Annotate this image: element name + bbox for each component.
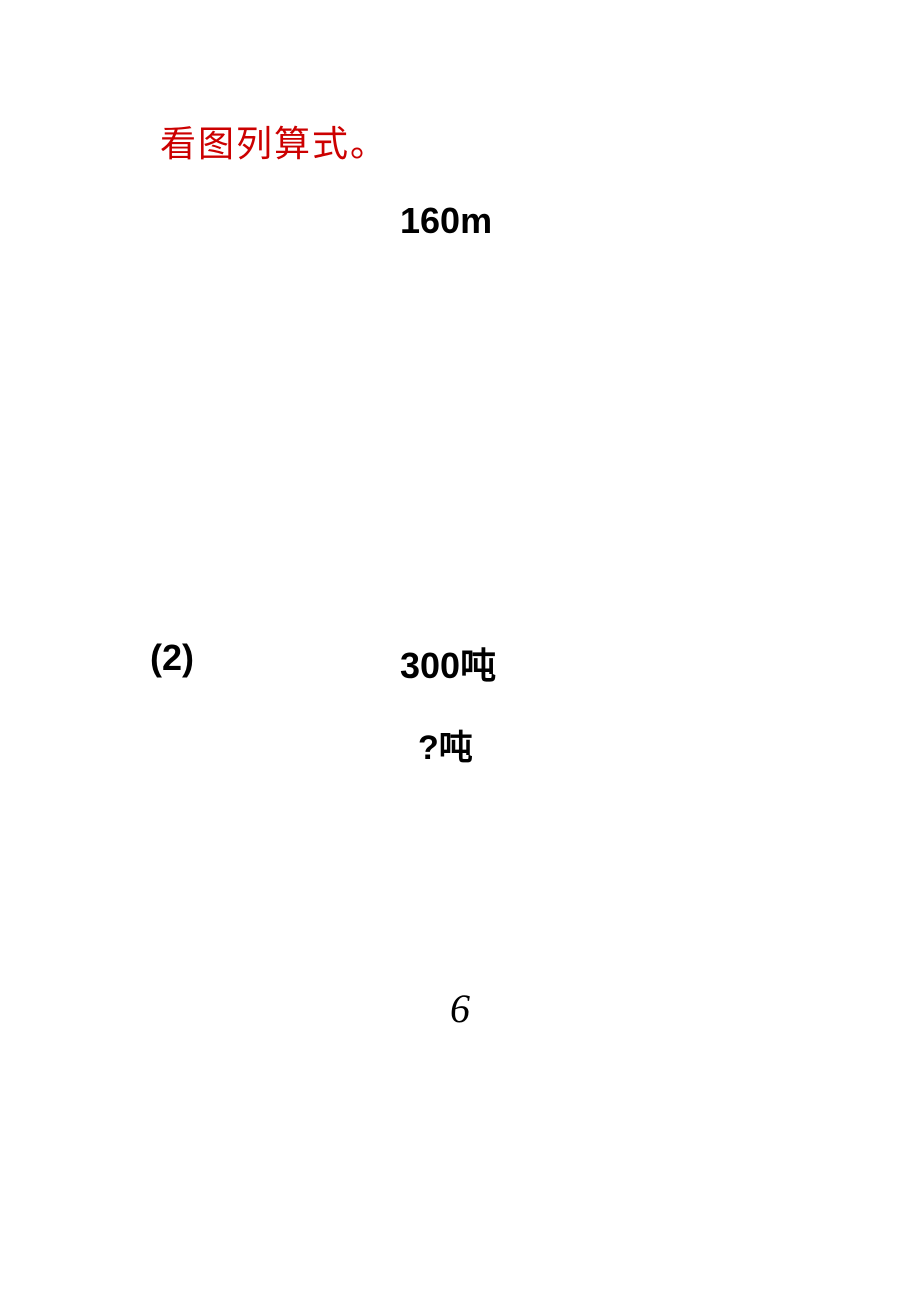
- problem2-number-label: (2): [150, 637, 194, 679]
- instruction-title: 看图列算式。: [160, 115, 388, 167]
- problem2-unknown-label: ?吨: [418, 720, 473, 769]
- problem1-measurement-label: 160m: [400, 200, 492, 242]
- problem2-total-label: 300吨: [400, 637, 496, 689]
- page-number: 6: [450, 985, 470, 1032]
